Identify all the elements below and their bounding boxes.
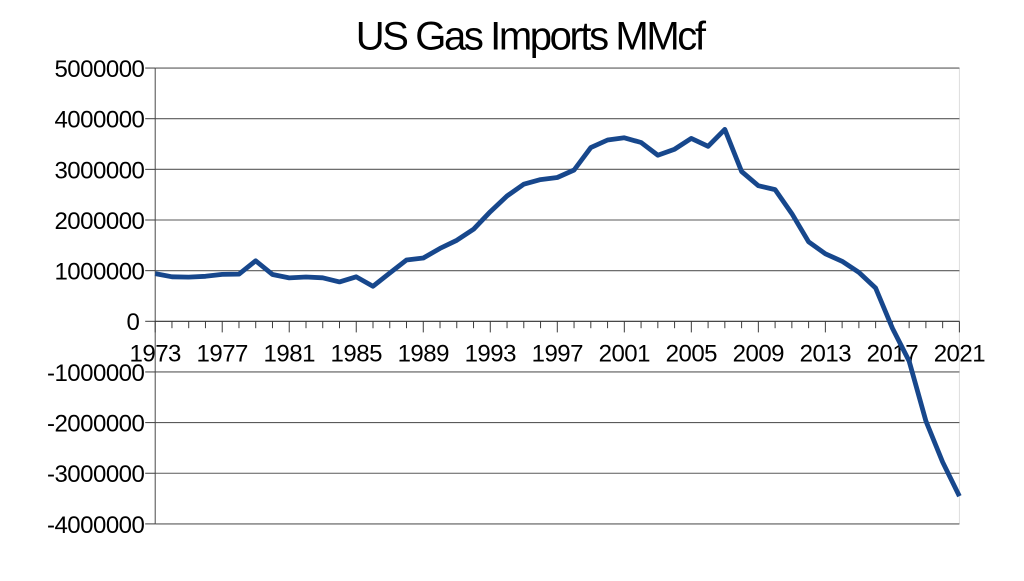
svg-text:1989: 1989 xyxy=(398,341,450,368)
svg-text:2013: 2013 xyxy=(800,341,852,368)
svg-text:-2000000: -2000000 xyxy=(47,411,145,438)
svg-text:1985: 1985 xyxy=(331,341,383,368)
svg-text:2009: 2009 xyxy=(733,341,785,368)
svg-text:-3000000: -3000000 xyxy=(47,461,145,488)
svg-text:2001: 2001 xyxy=(599,341,651,368)
svg-text:5000000: 5000000 xyxy=(54,56,144,83)
svg-text:-1000000: -1000000 xyxy=(47,360,145,387)
svg-text:0: 0 xyxy=(127,309,140,336)
svg-text:US Gas Imports MMcf: US Gas Imports MMcf xyxy=(356,15,707,59)
svg-text:-4000000: -4000000 xyxy=(47,512,145,539)
svg-text:2021: 2021 xyxy=(934,341,986,368)
svg-text:2005: 2005 xyxy=(666,341,718,368)
svg-text:3000000: 3000000 xyxy=(54,157,144,184)
svg-text:1977: 1977 xyxy=(197,341,249,368)
svg-text:1993: 1993 xyxy=(465,341,517,368)
svg-text:1973: 1973 xyxy=(130,341,182,368)
svg-text:1997: 1997 xyxy=(532,341,584,368)
svg-text:1000000: 1000000 xyxy=(54,259,144,286)
svg-text:4000000: 4000000 xyxy=(54,107,144,134)
svg-text:2000000: 2000000 xyxy=(54,208,144,235)
svg-text:1981: 1981 xyxy=(264,341,316,368)
